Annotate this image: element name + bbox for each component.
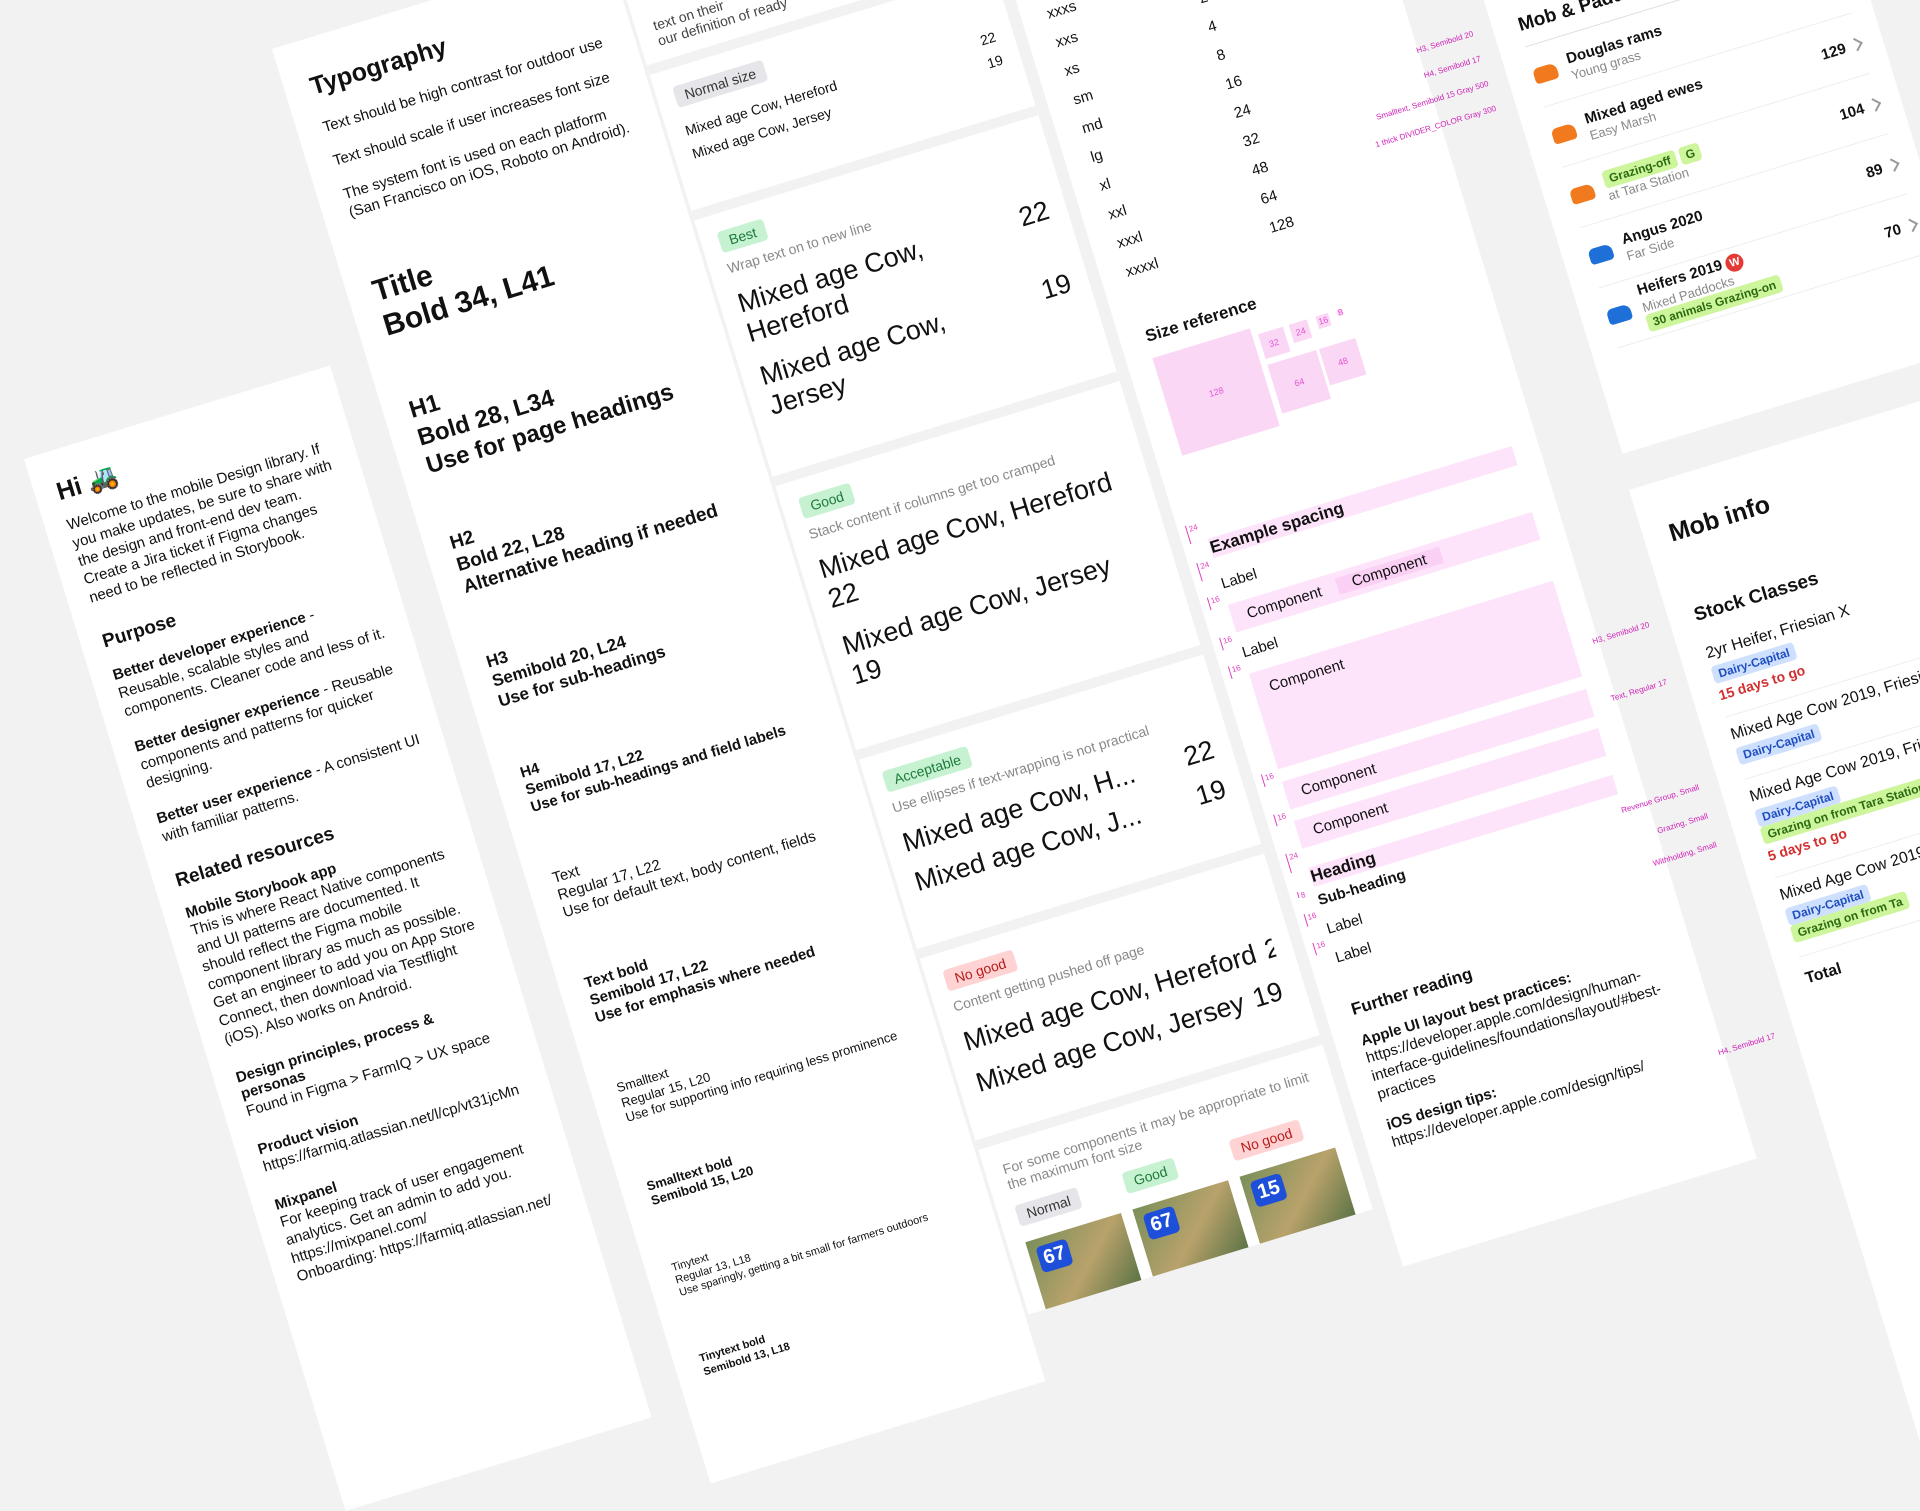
chev [1849,37,1863,52]
type-line: Regular 17, L22 [555,856,663,904]
animal [1605,303,1634,326]
gap-mark: 24 [1285,850,1303,873]
type-style: H4 Semibold 17, L22 Use for sub-headings a… [518,678,819,817]
type-style: Smalltext Regular 15, L20 Use for supporti… [615,994,914,1126]
ex-value: 22 [1180,734,1218,772]
mob-count: 104 [1837,99,1867,124]
size-box: 16 [1315,312,1332,329]
gap-mark: 16 [1312,939,1328,955]
tag: Best [716,218,769,254]
gap-mark: 16 [1206,594,1223,611]
map: 67 [1025,1213,1142,1310]
size-box: 8 [1336,306,1345,318]
foot-opt: Good 67 [1121,1144,1249,1277]
ex-value: 19 [1248,975,1287,1014]
map: 15 [1239,1147,1356,1244]
mob-count: 70 [1882,220,1904,242]
type-style: Tinytext Regular 13, L18 Use sparingly, ge… [670,1175,967,1300]
chev [1904,218,1919,233]
mob-count: 129 [1819,39,1848,64]
chev [1867,98,1882,112]
info-title: Mob info [1665,490,1774,548]
type-style: Smalltext bold Semibold 15, L20 [645,1092,939,1209]
type-style: Text Regular 17, L22 Use for default text,… [550,783,851,922]
animal [1587,243,1615,266]
type-style: H2 Bold 22, L28 Alternative heading if nee… [448,447,753,600]
type-line: Semibold 17, L22 [523,746,646,799]
badge: 15 [1249,1172,1289,1208]
type-style: Title Bold 34, L41 [368,189,674,345]
page: Hi 🚜 Welcome to the mobile Design library… [24,0,1920,1511]
type-line: Regular 15, L20 [619,1068,713,1111]
gap-mark: 16 [1227,663,1243,679]
animal [1532,62,1560,85]
gap-mark: 16 [1273,810,1289,827]
ex-value: 19 [1192,773,1230,812]
mob-count: 89 [1863,160,1885,182]
size-box: 48 [1319,337,1367,386]
map: 67 [1132,1180,1249,1277]
tag: No good [1228,1119,1305,1162]
chev [1886,158,1900,172]
gap-mark: 16 [1303,910,1319,927]
ex-value: 22 [1260,933,1279,965]
animal [1550,122,1579,145]
type-line: Regular 13, L18 [674,1252,753,1287]
gap-mark: 24 [1196,560,1214,582]
animal [1568,182,1597,206]
type-line: Semibold 17, L22 [587,957,710,1010]
gap-mark: 16 [1260,770,1276,787]
gap-mark: 8 [1296,889,1306,900]
type-line: Semibold 13, L18 [701,1340,792,1378]
tag: Normal [1014,1186,1083,1227]
size-box: 32 [1258,326,1290,359]
gap-mark: 16 [1219,634,1235,651]
foot-opt: No good 15 [1228,1111,1356,1244]
type-style: Tinytext bold Semibold 13, L18 [698,1267,991,1379]
ex-value: 22 [1015,195,1053,233]
gap-mark: 24 [1184,522,1202,545]
type-style: H1 Bold 28, L34 Use for page headings [406,311,716,481]
ex-value: 19 [1037,267,1075,306]
foot-opt: Normal 67 [1014,1177,1142,1310]
size-box: 24 [1288,319,1313,344]
tag: Good [1121,1157,1180,1195]
ex-value: 19 [985,51,1005,72]
ex-value: 22 [978,28,998,49]
type-style: H3 Semibold 20, L24 Use for sub-headings [484,566,787,712]
badge: 67 [1035,1238,1075,1274]
type-style: Text bold Semibold 17, L22 Use for emphasi… [582,889,883,1028]
badge: 67 [1142,1205,1182,1241]
